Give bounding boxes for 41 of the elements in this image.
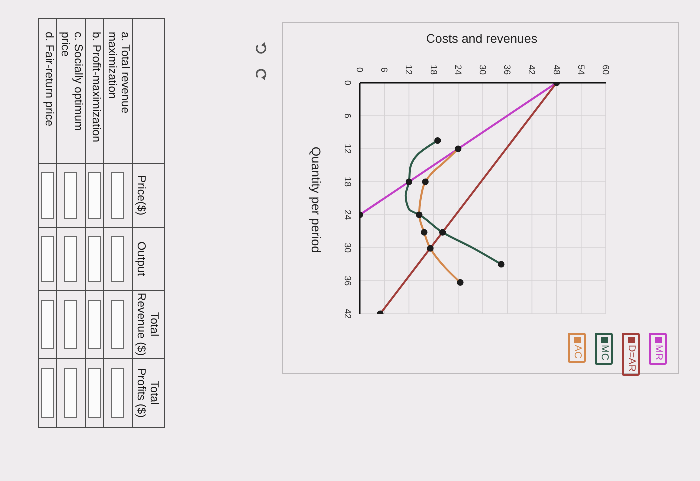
y-tick-label: 0 — [343, 80, 353, 86]
legend-label: MR — [653, 345, 664, 361]
point — [455, 146, 462, 152]
category-label: Total Profits ($) — [135, 368, 160, 418]
x-tick-label: 6 — [380, 67, 390, 73]
x-tick-label: 0 — [355, 67, 365, 73]
category-label: Output — [135, 242, 147, 276]
y-axis-title: Quantity per period — [309, 146, 323, 254]
point — [457, 279, 464, 286]
point — [416, 212, 423, 218]
x-tick-label: 12 — [404, 64, 414, 76]
y-tick-label: 36 — [343, 276, 353, 286]
legend-label: D=AR — [626, 345, 637, 372]
x-tick-label: 24 — [453, 64, 464, 76]
point — [498, 261, 505, 268]
x-tick-label: 54 — [576, 64, 586, 76]
category-label: b. Profit-maximization — [90, 32, 102, 143]
category-label: d. Fair-return price — [43, 32, 55, 127]
point — [406, 178, 412, 186]
y-tick-label: 24 — [343, 210, 353, 220]
point — [427, 245, 434, 252]
x-axis-title: Costs and revenues — [426, 32, 538, 46]
category-label: Total Revenue ($) — [135, 292, 160, 356]
x-tick-label: 18 — [428, 64, 439, 76]
x-tick-label: 48 — [552, 64, 562, 76]
x-tick-label: 30 — [478, 64, 488, 76]
point — [440, 229, 446, 236]
point — [422, 178, 429, 186]
category-label: Price($) — [135, 175, 147, 216]
y-tick-label: 18 — [343, 176, 353, 188]
legend-label: MC — [599, 345, 610, 361]
y-tick-label: 42 — [343, 308, 353, 320]
legend-label: AC — [572, 345, 583, 359]
x-tick-label: 42 — [527, 64, 538, 76]
x-tick-label: 60 — [601, 64, 611, 76]
y-tick-label: 12 — [343, 144, 353, 154]
point — [434, 137, 442, 144]
y-tick-label: 30 — [343, 242, 353, 254]
y-tick-label: 6 — [343, 113, 353, 119]
point — [421, 229, 428, 236]
x-tick-label: 36 — [502, 64, 513, 76]
